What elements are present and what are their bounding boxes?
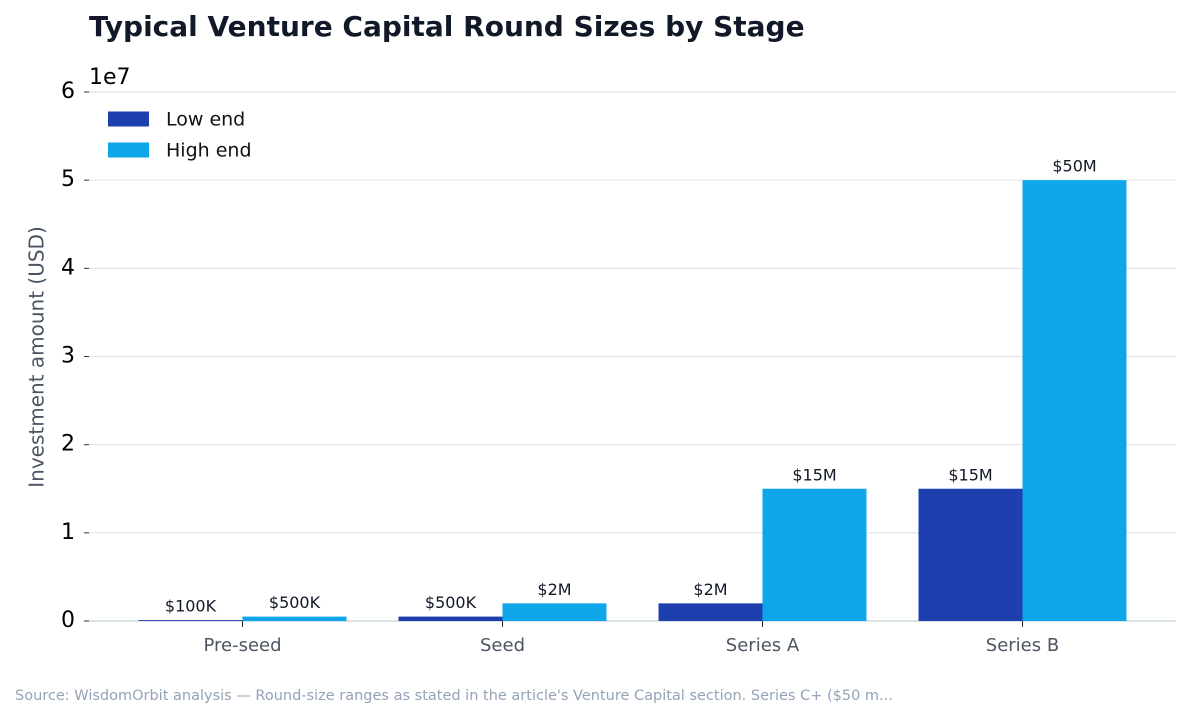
source-note: Source: WisdomOrbit analysis — Round-siz… <box>15 688 893 704</box>
value-label: $50M <box>1052 157 1096 176</box>
y-tick-label: 3 <box>61 344 75 369</box>
bar <box>1022 180 1127 621</box>
value-label: $2M <box>693 580 727 599</box>
y-tick-label: 4 <box>61 255 75 280</box>
bar <box>398 616 503 621</box>
value-label: $500K <box>425 593 477 612</box>
y-tick-label: 6 <box>61 79 75 104</box>
chart-title: Typical Venture Capital Round Sizes by S… <box>89 10 805 43</box>
value-label: $15M <box>948 465 992 484</box>
y-tick-label: 2 <box>61 432 75 457</box>
bar <box>762 488 867 621</box>
bar <box>138 620 243 621</box>
legend-label: High end <box>166 140 252 162</box>
x-tick-label: Pre-seed <box>203 635 281 656</box>
y-tick-label: 0 <box>61 608 75 633</box>
bar <box>502 603 607 621</box>
y-tick-label: 1 <box>61 520 75 545</box>
axis-offset-label: 1e7 <box>89 65 131 90</box>
bar <box>658 603 763 621</box>
value-label: $500K <box>269 593 321 612</box>
y-axis-label: Investment amount (USD) <box>25 226 49 488</box>
x-tick-label: Series B <box>986 635 1059 656</box>
bar <box>242 616 347 621</box>
legend-swatch <box>108 111 149 127</box>
legend-label: Low end <box>166 109 245 131</box>
value-label: $2M <box>537 580 571 599</box>
value-label: $15M <box>792 465 836 484</box>
x-tick-label: Seed <box>480 635 525 656</box>
x-tick-label: Series A <box>726 635 800 656</box>
y-tick-label: 5 <box>61 167 75 192</box>
legend-swatch <box>108 142 149 158</box>
bar <box>918 488 1023 621</box>
value-label: $100K <box>165 597 217 616</box>
